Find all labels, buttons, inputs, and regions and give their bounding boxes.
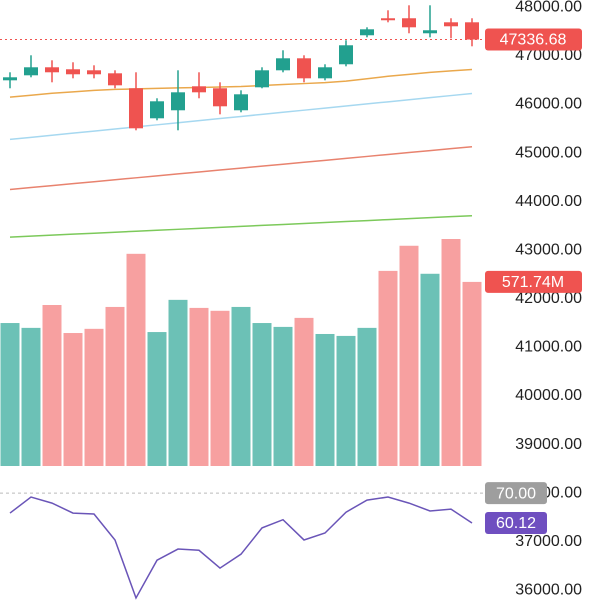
volume-bar xyxy=(42,305,62,466)
candle-body xyxy=(171,92,185,111)
candle-body xyxy=(339,45,353,65)
candle-body xyxy=(24,67,38,76)
y-tick-label: 47000.00 xyxy=(515,47,582,64)
candle-body xyxy=(318,67,332,79)
candle-body xyxy=(402,18,416,28)
candle-body xyxy=(234,94,248,111)
volume-bar xyxy=(105,306,125,466)
candle-body xyxy=(3,77,17,81)
candle-body xyxy=(108,73,122,86)
y-tick-label: 36000.00 xyxy=(515,582,582,599)
candle-body xyxy=(45,67,59,73)
volume-bar xyxy=(336,335,356,466)
candle-body xyxy=(87,70,101,75)
y-tick-label: 37000.00 xyxy=(515,533,582,550)
volume-bar xyxy=(168,299,188,466)
volume-bar xyxy=(84,328,104,466)
volume-bar xyxy=(294,317,314,466)
candle-body xyxy=(66,69,80,75)
candle-body xyxy=(213,88,227,107)
y-tick-label: 44000.00 xyxy=(515,193,582,210)
y-tick-label: 40000.00 xyxy=(515,387,582,404)
volume-bar xyxy=(357,327,377,466)
volume-bar xyxy=(210,310,230,466)
moving-average-line xyxy=(9,68,473,98)
candle-body xyxy=(129,88,143,129)
last-price-label: 47336.68 xyxy=(500,32,567,49)
y-tick-label: 45000.00 xyxy=(515,144,582,161)
volume-bar xyxy=(231,306,251,466)
volume-bar xyxy=(378,270,398,466)
y-tick-label: 41000.00 xyxy=(515,339,582,356)
volume-bar xyxy=(126,253,146,466)
volume-bar xyxy=(0,323,20,466)
moving-average-line xyxy=(9,145,473,191)
candle-body xyxy=(423,30,437,34)
y-tick-label: 43000.00 xyxy=(515,241,582,258)
rsi-value-label: 60.12 xyxy=(496,515,536,532)
volume-bar xyxy=(273,326,293,466)
volume-bar xyxy=(399,245,419,466)
moving-average-line xyxy=(9,214,473,238)
volume-bar xyxy=(21,327,41,466)
candle-body xyxy=(150,101,164,119)
volume-bar xyxy=(147,332,167,466)
volume-bar xyxy=(462,281,482,466)
rsi-level-badge xyxy=(485,482,547,505)
volume-bar xyxy=(315,333,335,466)
volume-bar xyxy=(252,323,272,466)
candle-body xyxy=(360,29,374,36)
candle-body xyxy=(381,18,395,21)
candle-body xyxy=(192,86,206,93)
y-tick-label: 42000.00 xyxy=(515,290,582,307)
y-tick-label: 46000.00 xyxy=(515,96,582,113)
volume-bar xyxy=(63,333,83,466)
candle-body xyxy=(255,70,269,88)
volume-label: 571.74M xyxy=(502,274,564,291)
rsi-level-label: 70.00 xyxy=(496,485,536,502)
y-tick-label: 39000.00 xyxy=(515,436,582,453)
volume-bar xyxy=(441,239,461,466)
candle-body xyxy=(276,58,290,71)
moving-average-line xyxy=(9,92,473,141)
candle-body xyxy=(444,22,458,27)
last-price-badge xyxy=(485,28,582,51)
volume-bar xyxy=(189,307,209,466)
volume-badge xyxy=(485,270,582,293)
rsi-value-badge xyxy=(485,511,547,534)
rsi-line xyxy=(9,496,473,600)
candle-body xyxy=(465,22,479,40)
candle-body xyxy=(297,58,311,79)
y-tick-label: 48000.00 xyxy=(515,0,582,16)
volume-bar xyxy=(420,273,440,466)
